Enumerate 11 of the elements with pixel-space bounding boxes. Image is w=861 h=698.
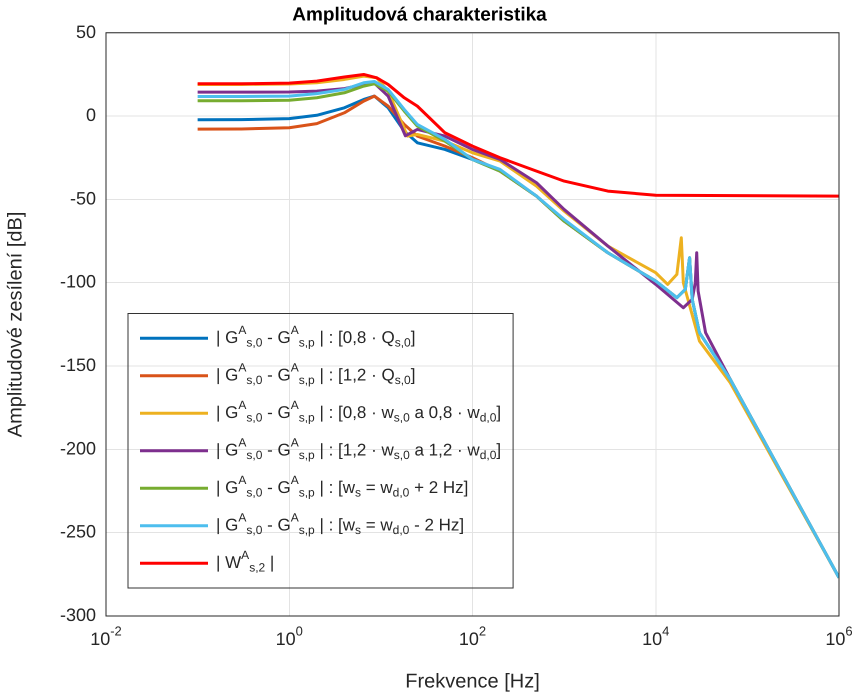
y-tick-label: -250	[60, 522, 96, 542]
y-tick-label: -150	[60, 355, 96, 376]
y-tick-label: -200	[60, 438, 96, 458]
y-tick-label: -100	[60, 272, 96, 292]
y-tick-label: 50	[76, 22, 96, 42]
x-axis-title: Frekvence [Hz]	[405, 670, 540, 693]
chart-title: Amplitudová charakteristika	[292, 4, 548, 26]
y-tick-label: -300	[60, 604, 96, 625]
y-tick-label: -50	[70, 188, 96, 208]
y-axis-title: Amplitudové zesílení [dB]	[4, 212, 27, 438]
y-tick-label: 0	[86, 105, 96, 126]
